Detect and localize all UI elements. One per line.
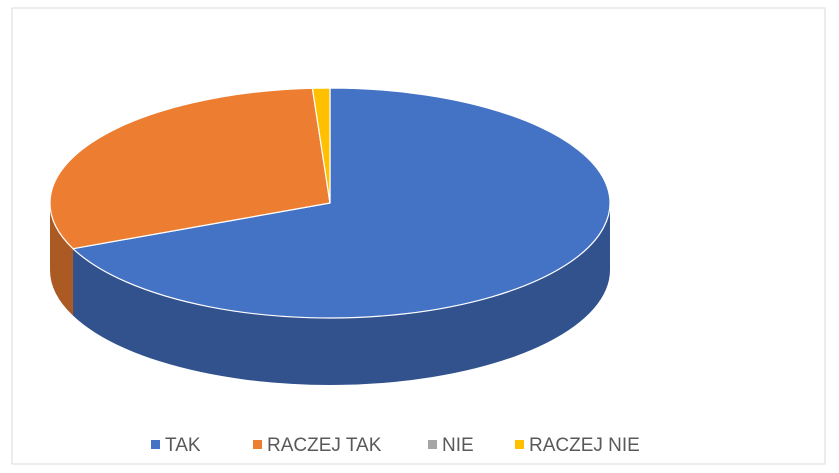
legend-label: RACZEJ NIE bbox=[529, 435, 640, 456]
slice bbox=[311, 87, 331, 204]
legend-label: RACZEJ TAK bbox=[267, 435, 382, 456]
slice-side bbox=[50, 203, 74, 316]
legend-swatch bbox=[253, 440, 262, 449]
legend: TAK RACZEJ TAK NIE RACZEJ NIE bbox=[151, 435, 640, 456]
legend-swatch bbox=[428, 440, 437, 449]
slice bbox=[72, 87, 611, 319]
slice-side bbox=[73, 203, 611, 385]
pie-tops bbox=[49, 87, 611, 319]
legend-swatch bbox=[515, 440, 524, 449]
legend-label: TAK bbox=[165, 435, 201, 456]
pie-sides bbox=[50, 203, 611, 385]
slice bbox=[49, 87, 331, 250]
legend-label: NIE bbox=[442, 435, 474, 456]
legend-swatch bbox=[151, 440, 160, 449]
